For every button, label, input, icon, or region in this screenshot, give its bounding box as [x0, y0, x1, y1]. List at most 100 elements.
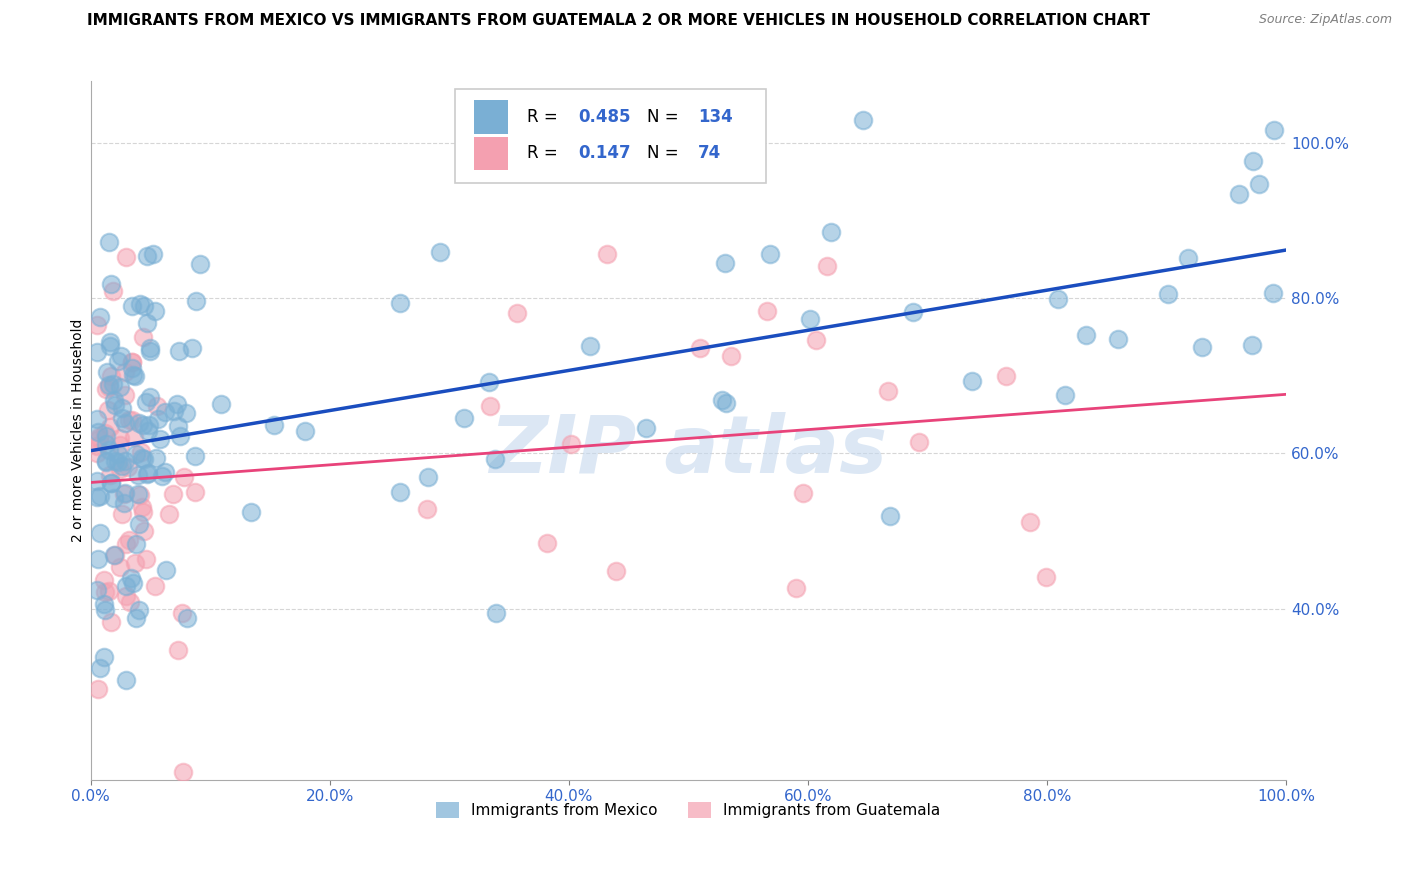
- Point: [170, 606, 193, 620]
- Point: [112, 496, 135, 510]
- Point: [87, 551, 110, 566]
- Point: [163, 404, 186, 418]
- Text: R =: R =: [527, 108, 562, 126]
- Point: [114, 365, 136, 379]
- Point: [96, 437, 118, 451]
- FancyBboxPatch shape: [474, 136, 508, 170]
- Point: [96, 429, 118, 443]
- Point: [94, 455, 117, 469]
- Point: [879, 509, 901, 524]
- Point: [97, 380, 120, 394]
- Point: [96, 365, 118, 379]
- Point: [146, 399, 169, 413]
- Point: [101, 284, 124, 298]
- Point: [136, 249, 159, 263]
- Point: [209, 397, 232, 411]
- Point: [121, 361, 143, 376]
- Point: [131, 500, 153, 515]
- Point: [240, 505, 263, 519]
- Point: [1191, 340, 1213, 354]
- Point: [86, 411, 108, 425]
- Point: [1157, 287, 1180, 301]
- Text: 0.147: 0.147: [578, 145, 631, 162]
- FancyBboxPatch shape: [474, 100, 508, 134]
- Text: ZIP atlas: ZIP atlas: [489, 412, 887, 490]
- Point: [122, 576, 145, 591]
- Point: [121, 413, 143, 427]
- Point: [560, 437, 582, 451]
- FancyBboxPatch shape: [456, 89, 766, 184]
- Point: [877, 384, 900, 399]
- Point: [536, 536, 558, 550]
- Point: [166, 397, 188, 411]
- Point: [132, 505, 155, 519]
- Point: [1263, 286, 1285, 301]
- Point: [453, 411, 475, 425]
- Point: [112, 487, 135, 501]
- Point: [97, 584, 120, 599]
- Point: [93, 574, 115, 588]
- Point: [111, 507, 134, 521]
- Point: [908, 435, 931, 450]
- Point: [135, 552, 157, 566]
- Point: [138, 418, 160, 433]
- Point: [127, 468, 149, 483]
- Point: [114, 485, 136, 500]
- Point: [114, 537, 136, 551]
- Point: [1177, 251, 1199, 265]
- Point: [181, 341, 204, 355]
- Point: [820, 225, 842, 239]
- Point: [815, 259, 838, 273]
- Point: [478, 375, 501, 389]
- Point: [994, 368, 1017, 383]
- Point: [579, 339, 602, 353]
- Point: [111, 459, 134, 474]
- Point: [120, 571, 142, 585]
- Point: [714, 396, 737, 410]
- Text: IMMIGRANTS FROM MEXICO VS IMMIGRANTS FROM GUATEMALA 2 OR MORE VEHICLES IN HOUSEH: IMMIGRANTS FROM MEXICO VS IMMIGRANTS FRO…: [87, 13, 1150, 29]
- Point: [114, 416, 136, 430]
- Point: [1247, 177, 1270, 191]
- Point: [132, 452, 155, 467]
- Point: [122, 430, 145, 444]
- Point: [157, 507, 180, 521]
- Point: [103, 549, 125, 563]
- Point: [127, 487, 149, 501]
- Point: [135, 467, 157, 482]
- Point: [100, 369, 122, 384]
- Point: [93, 597, 115, 611]
- Point: [104, 549, 127, 563]
- Point: [108, 432, 131, 446]
- Point: [87, 425, 110, 439]
- Point: [139, 341, 162, 355]
- Point: [605, 564, 627, 578]
- Point: [100, 277, 122, 292]
- Point: [188, 257, 211, 271]
- Point: [184, 449, 207, 463]
- Point: [87, 682, 110, 697]
- Point: [132, 330, 155, 344]
- Point: [162, 487, 184, 501]
- Point: [86, 440, 108, 454]
- Point: [389, 295, 412, 310]
- Point: [89, 661, 111, 675]
- Point: [98, 420, 121, 434]
- Point: [1263, 123, 1285, 137]
- Point: [86, 318, 108, 332]
- Point: [89, 525, 111, 540]
- Point: [108, 438, 131, 452]
- Point: [97, 443, 120, 458]
- Point: [98, 467, 121, 482]
- Point: [901, 305, 924, 319]
- Point: [132, 418, 155, 433]
- Point: [716, 113, 738, 128]
- Point: [128, 603, 150, 617]
- Point: [100, 475, 122, 490]
- Point: [167, 343, 190, 358]
- Point: [792, 486, 814, 500]
- Point: [103, 491, 125, 505]
- Point: [107, 354, 129, 368]
- Point: [759, 247, 782, 261]
- Point: [110, 349, 132, 363]
- Y-axis label: 2 or more Vehicles in Household: 2 or more Vehicles in Household: [72, 318, 86, 541]
